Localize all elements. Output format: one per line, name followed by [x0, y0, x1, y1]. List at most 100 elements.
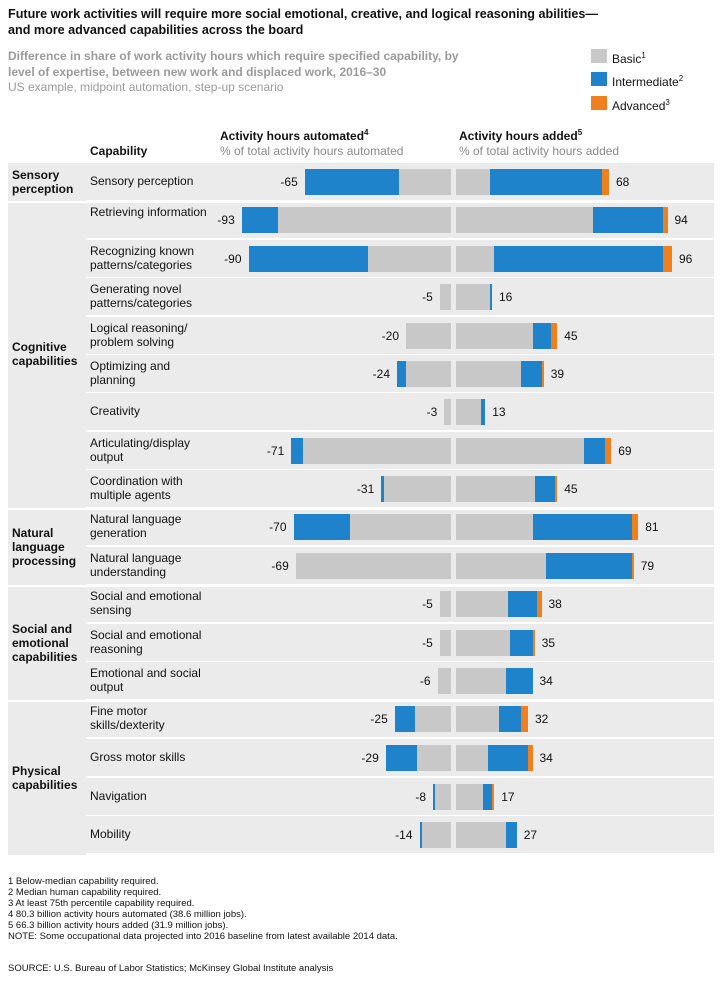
- automated-bar-basic: [439, 591, 451, 617]
- automated-value-label: -70: [269, 520, 287, 534]
- automated-bar-basic: [399, 169, 451, 195]
- category-band-nlp: [8, 508, 86, 585]
- added-bar-intermediate: [489, 169, 603, 195]
- automated-value-label: -3: [426, 405, 438, 419]
- added-bar-intermediate: [494, 246, 663, 272]
- automated-value-label: -71: [266, 444, 285, 458]
- row-label: Mobility: [90, 827, 131, 841]
- row-label: Natural language understanding: [90, 551, 182, 579]
- added-bar-advanced: [604, 438, 612, 464]
- automated-value-label: -5: [422, 290, 433, 304]
- automated-bar-intermediate: [397, 361, 406, 387]
- added-bar-advanced: [492, 784, 495, 810]
- row-label: Sensory perception: [90, 174, 194, 188]
- footnote: 5 66.3 billion activity hours added (31.…: [8, 920, 229, 931]
- added-bar-basic: [456, 553, 546, 579]
- category-divider: [8, 585, 714, 587]
- added-bar-basic: [456, 438, 585, 464]
- category-label-physical: Physical capabilities: [12, 764, 78, 792]
- automated-value-label: -29: [361, 751, 379, 765]
- added-column-subheader: % of total activity hours added: [459, 144, 620, 158]
- added-bar-advanced: [528, 745, 533, 771]
- automated-bar-intermediate: [291, 438, 303, 464]
- added-bar-advanced: [532, 630, 535, 656]
- automated-bar-basic: [295, 553, 451, 579]
- automated-value-label: -20: [381, 329, 399, 343]
- category-label-cognitive: Cognitive capabilities: [12, 340, 78, 368]
- added-bar-intermediate: [498, 706, 522, 732]
- added-value-label: 13: [492, 405, 506, 419]
- added-bar-advanced: [602, 169, 609, 195]
- automated-bar-intermediate: [385, 745, 418, 771]
- row-background: [86, 662, 714, 700]
- added-value-label: 32: [535, 712, 549, 726]
- added-value-label: 38: [548, 597, 562, 611]
- automated-bar-basic: [444, 399, 451, 425]
- source-line: SOURCE: U.S. Bureau of Labor Statistics;…: [8, 963, 334, 974]
- added-value-label: 69: [618, 444, 632, 458]
- category-label-sensory: Sensory perception: [12, 168, 74, 196]
- added-value-label: 94: [674, 213, 688, 227]
- automated-bar-basic: [435, 784, 451, 810]
- automated-bar-basic: [417, 745, 451, 771]
- row-label: Coordination with multiple agents: [90, 474, 183, 502]
- added-bar-advanced: [663, 246, 672, 272]
- added-value-label: 45: [564, 329, 578, 343]
- chart-subtitle: Difference in share of work activity hou…: [8, 49, 459, 79]
- row-label: Gross motor skills: [90, 750, 186, 764]
- added-bar-intermediate: [505, 668, 533, 694]
- row-divider: [86, 430, 714, 432]
- automated-bar-intermediate: [304, 169, 400, 195]
- row-label: Generating novel patterns/categories: [90, 282, 193, 310]
- added-bar-intermediate: [487, 745, 528, 771]
- added-bar-basic: [456, 784, 483, 810]
- added-bar-intermediate: [507, 591, 537, 617]
- added-bar-intermediate: [532, 323, 551, 349]
- automated-bar-basic: [383, 476, 451, 502]
- added-bar-intermediate: [489, 284, 492, 310]
- added-bar-advanced: [663, 207, 668, 233]
- automated-bar-basic: [367, 246, 451, 272]
- added-bar-intermediate: [510, 630, 533, 656]
- added-bar-basic: [456, 822, 506, 848]
- added-bar-basic: [456, 284, 490, 310]
- row-label: Creativity: [90, 404, 141, 418]
- row-label: Retrieving information: [90, 205, 207, 219]
- automated-bar-basic: [302, 438, 451, 464]
- added-column-header: Activity hours added5: [459, 128, 583, 143]
- footnote: 4 80.3 billion activity hours automated …: [8, 909, 247, 920]
- added-value-label: 81: [645, 520, 659, 534]
- legend-label-basic: Basic1: [612, 51, 646, 66]
- automated-value-label: -14: [395, 828, 413, 842]
- automated-bar-intermediate: [381, 476, 384, 502]
- added-bar-basic: [456, 476, 535, 502]
- automated-bar-intermediate: [394, 706, 415, 732]
- added-value-label: 39: [550, 367, 565, 381]
- row-background: [86, 278, 714, 316]
- added-bar-basic: [456, 246, 495, 272]
- automated-value-label: -5: [422, 636, 433, 650]
- automated-bar-basic: [421, 822, 451, 848]
- added-bar-basic: [456, 169, 490, 195]
- row-label: Natural language generation: [90, 512, 182, 540]
- added-bar-intermediate: [593, 207, 663, 233]
- footnote-note: NOTE: Some occupational data projected i…: [8, 931, 398, 942]
- row-divider: [86, 315, 714, 317]
- added-bar-intermediate: [584, 438, 605, 464]
- row-label: Emotional and social output: [90, 666, 201, 694]
- automated-bar-intermediate: [248, 246, 368, 272]
- automated-value-label: -90: [224, 252, 242, 266]
- category-band-sensory: [8, 163, 86, 201]
- row-label: Fine motor skills/dexterity: [90, 704, 165, 732]
- automated-bar-basic: [415, 706, 451, 732]
- row-label: Social and emotional reasoning: [90, 628, 202, 656]
- automated-value-label: -69: [271, 559, 289, 573]
- added-bar-basic: [456, 591, 508, 617]
- legend-label-intermediate: Intermediate2: [612, 74, 684, 89]
- added-bar-basic: [456, 706, 499, 732]
- row-label: Articulating/display output: [90, 436, 191, 464]
- automated-value-label: -8: [415, 790, 426, 804]
- row-divider: [86, 622, 714, 624]
- added-bar-intermediate: [483, 784, 492, 810]
- added-bar-basic: [456, 399, 481, 425]
